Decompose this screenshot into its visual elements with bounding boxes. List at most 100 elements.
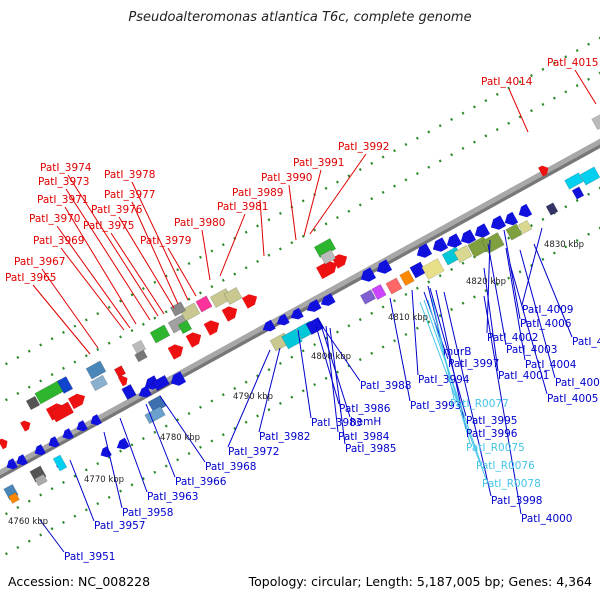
top-gene-label: PatI_3971 <box>37 194 88 206</box>
top-leader-line <box>131 201 179 305</box>
tick-outer-top <box>450 117 454 121</box>
tick-outer-top <box>16 355 20 360</box>
tick-outer-bottom <box>141 437 145 441</box>
top-gene-label: PatI_3990 <box>261 172 312 184</box>
tick-outer-bottom <box>96 462 100 466</box>
bottom-gene-label: hemH <box>350 416 381 428</box>
top-leader-line <box>219 213 246 277</box>
tick-outer-bottom <box>358 318 362 322</box>
kbp-label: 4800 kbp <box>311 352 351 362</box>
tick-inner-bottom <box>278 401 282 405</box>
bottom-leader-line <box>509 263 548 395</box>
tick-inner-bottom <box>141 477 145 481</box>
tick-outer-top <box>4 362 8 366</box>
tick-inner-top <box>335 215 339 220</box>
bottom-gene-label: PatI_3963 <box>147 491 198 503</box>
bottom-gene-label: PatI_4006 <box>520 318 572 330</box>
tick-inner-bottom <box>324 376 328 380</box>
tick-inner-top <box>4 398 8 402</box>
reverse-gene-arrow <box>504 211 519 226</box>
top-leader-line <box>303 169 322 237</box>
tick-outer-top <box>552 61 556 65</box>
bottom-gene-label: PatI_3986 <box>339 403 391 415</box>
top-gene-label: PatI_3981 <box>217 201 268 213</box>
bottom-leader-line <box>521 227 543 306</box>
tick-outer-top <box>141 287 145 291</box>
tick-marks <box>4 36 600 556</box>
reverse-gene-arrow <box>290 307 304 320</box>
tick-outer-bottom <box>164 424 168 428</box>
tick-inner-top <box>210 285 214 289</box>
reverse-gene-block <box>517 219 533 235</box>
tick-inner-top <box>221 278 225 282</box>
bottom-gene-label: PatI_4007 <box>555 377 600 389</box>
tick-inner-top <box>267 253 271 257</box>
tick-inner-top <box>119 335 123 339</box>
reverse-gene-arrow <box>474 223 491 238</box>
top-leader-line <box>32 284 91 355</box>
bottom-gene-label: PatI_4009 <box>522 304 573 316</box>
tick-outer-bottom <box>381 305 385 309</box>
forward-gene-block <box>56 376 74 394</box>
reverse-gene-block <box>359 289 377 305</box>
reverse-gene-arrow <box>116 437 130 450</box>
reverse-gene-arrow <box>376 259 393 274</box>
reverse-gene-block <box>481 232 505 254</box>
tick-outer-bottom <box>507 236 511 240</box>
tick-inner-bottom <box>176 458 180 462</box>
tick-outer-top <box>404 142 408 147</box>
tick-inner-bottom <box>16 545 20 550</box>
tick-outer-top <box>210 249 214 253</box>
tick-inner-top <box>256 259 260 264</box>
reverse-gene-arrow <box>170 371 187 386</box>
tick-inner-top <box>587 77 591 81</box>
tick-inner-bottom <box>84 508 88 512</box>
bottom-leader-line <box>325 325 339 433</box>
bottom-gene-label: PatI_3958 <box>122 507 173 519</box>
tick-inner-top <box>495 128 499 132</box>
tick-inner-bottom <box>301 389 305 393</box>
tick-inner-bottom <box>50 527 54 531</box>
tick-inner-bottom <box>335 370 339 374</box>
tick-outer-bottom <box>450 267 454 271</box>
tick-inner-top <box>541 102 545 106</box>
tick-outer-bottom <box>244 380 248 384</box>
tick-inner-top <box>27 385 31 389</box>
reverse-gene-arrow <box>6 458 18 470</box>
kbp-label: 4820 kbp <box>466 277 506 287</box>
tick-outer-top <box>27 349 31 353</box>
tick-inner-bottom <box>427 320 431 324</box>
reverse-gene-block <box>52 454 68 472</box>
tick-outer-top <box>153 280 157 284</box>
tick-outer-top <box>518 80 522 84</box>
tick-outer-bottom <box>267 368 271 372</box>
tick-inner-top <box>358 203 362 207</box>
tick-inner-top <box>564 90 568 94</box>
tick-inner-bottom <box>221 433 225 437</box>
reverse-gene-arrow <box>518 203 533 218</box>
tick-inner-bottom <box>73 514 77 518</box>
tick-inner-bottom <box>575 238 579 243</box>
reverse-gene-arrow <box>490 215 507 230</box>
tick-inner-bottom <box>210 439 214 443</box>
bottom-gene-label: PatI_4004 <box>525 359 577 371</box>
reverse-gene-block <box>571 186 585 200</box>
tick-outer-top <box>244 230 248 234</box>
tick-inner-top <box>290 241 294 245</box>
tick-outer-bottom <box>130 443 134 447</box>
tick-outer-top <box>130 293 134 297</box>
bottom-leader-line <box>519 249 556 379</box>
tick-outer-top <box>119 299 123 303</box>
tick-inner-bottom <box>415 326 419 330</box>
kbp-scale-labels: 4760 kbp 4770 kbp 4780 kbp 4790 kbp 4800 kbp… <box>8 240 584 527</box>
tick-inner-bottom <box>153 470 157 474</box>
tick-outer-bottom <box>290 355 294 359</box>
top-leader-line <box>309 153 367 235</box>
reverse-gene-block <box>8 492 20 504</box>
tick-inner-top <box>393 184 396 188</box>
tick-outer-bottom <box>335 330 339 334</box>
tick-outer-bottom <box>39 493 43 497</box>
reverse-gene-block <box>505 223 523 241</box>
tick-inner-top <box>50 373 54 377</box>
genome-stats-text: Topology: circular; Length: 5,187,005 bp… <box>248 574 592 589</box>
